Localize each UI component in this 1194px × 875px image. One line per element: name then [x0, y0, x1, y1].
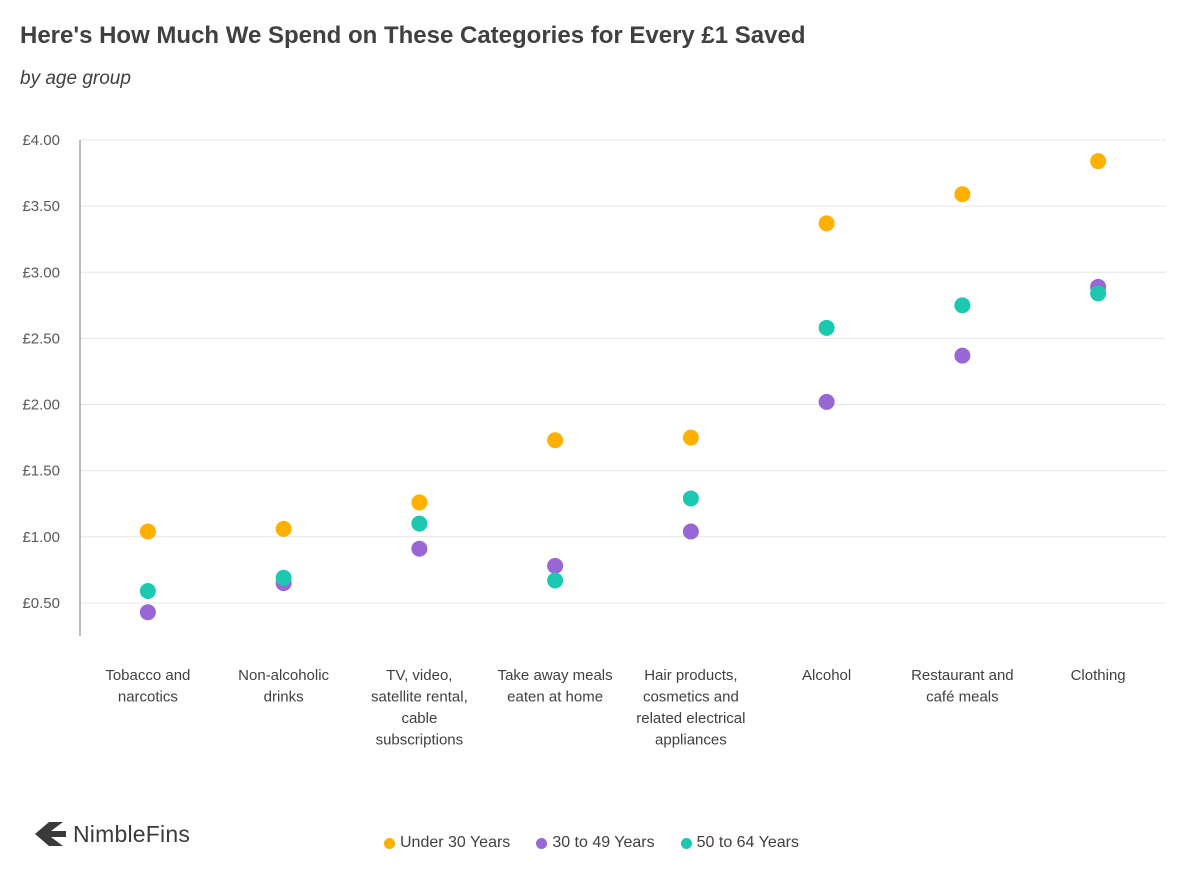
legend-marker — [384, 837, 395, 849]
chart-title: Here's How Much We Spend on These Catego… — [20, 22, 806, 49]
data-point-series-1 — [139, 523, 156, 540]
y-tick-label: £2.50 — [22, 330, 60, 347]
category-label: Alcohol — [802, 667, 851, 684]
data-point-series-1 — [682, 429, 699, 446]
logo-arrow-icon — [35, 822, 66, 846]
gridlines — [80, 139, 1166, 604]
data-point-series-1 — [547, 432, 564, 449]
logo-text: NimbleFins — [73, 820, 191, 847]
data-point-series-2 — [547, 557, 564, 574]
legend-label: 50 to 64 Years — [696, 834, 799, 851]
y-tick-label: £0.50 — [22, 595, 60, 612]
category-labels: Tobacco and narcotics Non-alcoholic drinks T… — [105, 667, 1125, 749]
category-label: Hair products, cosmetics and related elect… — [636, 667, 745, 749]
legend-marker — [680, 837, 692, 849]
data-point-series-3 — [818, 319, 835, 336]
data-point-series-2 — [682, 523, 699, 540]
data-point-series-3 — [1090, 285, 1107, 302]
y-tick-label: £2.00 — [22, 397, 60, 414]
data-point-series-2 — [954, 347, 971, 364]
category-label: Restaurant and café meals — [911, 667, 1014, 706]
y-tick-label: £4.00 — [22, 132, 60, 149]
data-point-series-1 — [275, 520, 292, 537]
category-label: Take away meals eaten at home — [498, 667, 613, 706]
data-point-series-3 — [954, 297, 971, 314]
y-tick-label: £3.50 — [22, 198, 60, 215]
data-point-series-1 — [411, 494, 428, 511]
legend-marker — [536, 837, 548, 849]
legend-item: 50 to 64 Years — [680, 834, 799, 852]
legend: Under 30 Years 30 to 49 Years 50 to 64 Yea… — [384, 834, 799, 852]
data-point-series-1 — [818, 215, 835, 232]
data-point-series-2 — [818, 393, 835, 410]
data-point-series-3 — [411, 515, 428, 532]
data-point-series-2 — [411, 540, 428, 557]
category-label: Non-alcoholic drinks — [238, 667, 329, 706]
chart-subtitle: by age group — [20, 68, 131, 89]
category-label: TV, video, satellite rental, cable subscrip… — [371, 667, 468, 749]
y-tick-label: £1.00 — [22, 529, 60, 546]
legend-item: 30 to 49 Years — [536, 834, 655, 852]
category-label: Clothing — [1071, 667, 1126, 684]
data-point-series-3 — [139, 583, 156, 600]
y-tick-labels: £0.50 £1.00 £1.50 £2.00 £2.50 £3.00 £3.50 £4.00 — [22, 132, 60, 612]
data-point-series-3 — [275, 569, 292, 586]
data-point-series-3 — [682, 490, 699, 507]
data-point-series-3 — [547, 572, 564, 589]
category-label: Tobacco and narcotics — [105, 667, 190, 706]
nimblefins-logo: NimbleFins — [33, 820, 190, 848]
data-point-series-1 — [1090, 153, 1107, 170]
y-tick-label: £3.00 — [22, 264, 60, 281]
y-tick-label: £1.50 — [22, 463, 60, 480]
data-points — [139, 153, 1107, 621]
data-point-series-2 — [139, 604, 156, 621]
data-point-series-1 — [954, 186, 971, 203]
legend-item: Under 30 Years — [384, 834, 510, 852]
legend-label: 30 to 49 Years — [552, 834, 655, 851]
legend-label: Under 30 Years — [400, 834, 511, 851]
